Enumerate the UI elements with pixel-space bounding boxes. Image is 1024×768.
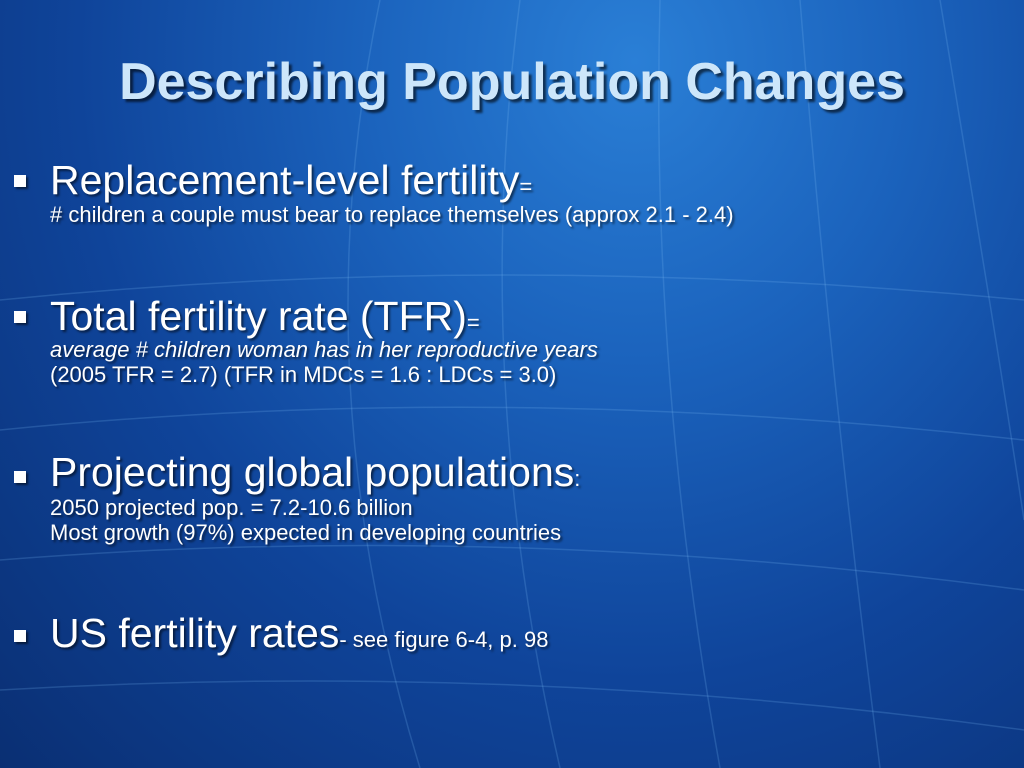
- bullet-heading-suffix: =: [519, 174, 533, 199]
- square-bullet-icon: [14, 471, 26, 483]
- bullet-heading: US fertility rates- see figure 6-4, p. 9…: [50, 610, 548, 663]
- bullet-heading-text: US fertility rates: [50, 610, 340, 656]
- square-bullet-icon: [14, 311, 26, 323]
- bullet-heading-suffix: - see figure 6-4, p. 98: [339, 627, 549, 652]
- bullet-heading-text: Projecting global populations: [50, 449, 575, 495]
- bullet-detail-line: Most growth (97%) expected in developing…: [50, 520, 562, 545]
- bullet-detail-line: average # children woman has in her repr…: [50, 337, 598, 362]
- bullet-heading: Projecting global populations:: [50, 449, 580, 502]
- bullet-heading: Total fertility rate (TFR)=: [50, 293, 480, 346]
- bullet-detail-line: # children a couple must bear to replace…: [50, 202, 734, 227]
- bullet-detail-line: 2050 projected pop. = 7.2-10.6 billion: [50, 495, 413, 520]
- bullet-heading-text: Replacement-level fertility: [50, 157, 520, 203]
- square-bullet-icon: [14, 175, 26, 187]
- bullet-heading-suffix: =: [466, 310, 480, 335]
- bullet-detail-line: (2005 TFR = 2.7) (TFR in MDCs = 1.6 : LD…: [50, 362, 557, 387]
- bullet-heading-suffix: :: [574, 466, 581, 491]
- bullet-heading: Replacement-level fertility=: [50, 157, 532, 210]
- square-bullet-icon: [14, 630, 26, 642]
- slide-title: Describing Population Changes: [119, 53, 905, 111]
- bullet-heading-text: Total fertility rate (TFR): [50, 293, 467, 339]
